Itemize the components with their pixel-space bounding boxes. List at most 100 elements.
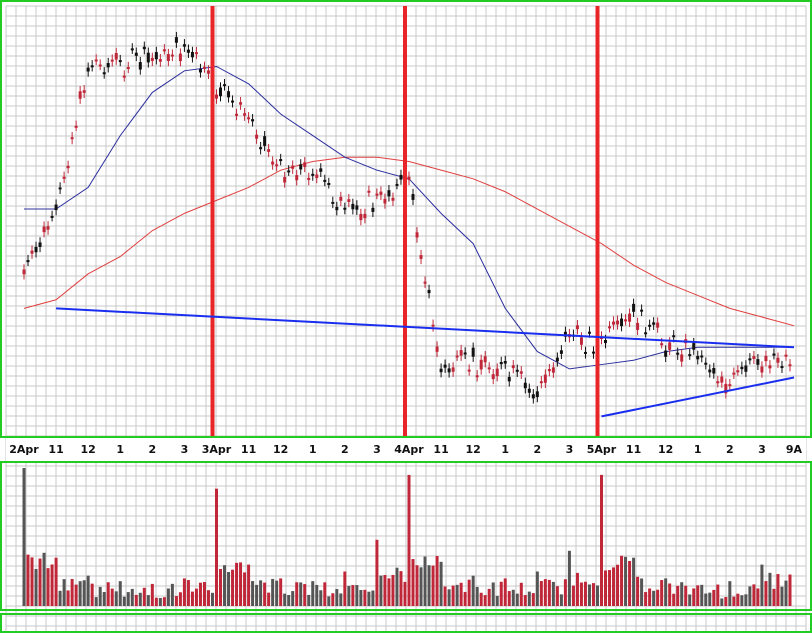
candle-body [383, 198, 387, 204]
candle-body [399, 174, 403, 180]
candle-body [98, 64, 102, 67]
candle-body [162, 49, 166, 52]
candle-body [624, 319, 628, 322]
volume-bar [684, 585, 688, 606]
candle-body [676, 352, 680, 355]
volume-bar [42, 552, 46, 606]
volume-bar [70, 579, 74, 606]
triangle-upper-line [56, 307, 795, 349]
volume-bar [46, 568, 50, 606]
volume-panel-frame [0, 461, 812, 611]
slow-moving-average-line [23, 156, 795, 327]
candle-body [515, 369, 519, 372]
volume-bar [423, 556, 427, 606]
volume-bar [227, 572, 231, 606]
candle-body [343, 207, 347, 210]
candle-body [227, 91, 231, 98]
volume-bar [343, 571, 347, 606]
candle-body [439, 368, 443, 373]
x-tick-label: 1 [501, 443, 509, 456]
volume-bar [471, 575, 475, 606]
candle-body [327, 182, 331, 185]
candle-body [459, 350, 463, 356]
candle-body [431, 324, 435, 327]
candle-body [142, 46, 146, 50]
volume-bar [435, 556, 439, 606]
volume-bar [263, 582, 267, 606]
volume-bar [94, 597, 98, 606]
x-tick-label: 2 [726, 443, 734, 456]
volume-bar [515, 593, 519, 606]
candle-body [451, 367, 455, 372]
candle-body [612, 321, 616, 325]
candle-body [34, 246, 38, 253]
candle-body [215, 94, 218, 99]
candle-body [367, 190, 371, 193]
volume-bar [676, 585, 680, 606]
volume-bar [259, 580, 263, 606]
volume-bar [198, 582, 202, 606]
candle-body [772, 353, 776, 356]
volume-bar [608, 570, 612, 606]
candle-body [82, 90, 86, 93]
volume-bar [202, 582, 206, 606]
candle-body [146, 52, 150, 63]
candle-body [94, 59, 98, 62]
candle-body [42, 226, 46, 233]
volume-bar [616, 564, 620, 606]
volume-bar [483, 595, 487, 606]
candle-body [122, 75, 126, 78]
candle-body [535, 391, 539, 398]
volume-bar [399, 571, 403, 606]
volume-bar [591, 583, 595, 606]
candle-body [543, 374, 547, 383]
volume-bar [760, 564, 764, 606]
candle-body [110, 59, 114, 62]
volume-bar [744, 594, 748, 606]
x-tick-label: 11 [48, 443, 63, 456]
volume-bar [648, 588, 652, 606]
candle-body [744, 365, 748, 372]
candle-body [391, 197, 395, 201]
candle-body [764, 355, 768, 362]
volume-bar [628, 560, 632, 606]
volume-bar [367, 591, 371, 606]
candle-body [728, 384, 732, 387]
volume-bar [231, 569, 235, 606]
candle-body [90, 65, 94, 68]
candle-body [279, 159, 283, 162]
candle-body [640, 309, 644, 312]
volume-bar [756, 588, 760, 606]
x-tick-label: 12 [466, 443, 481, 456]
candle-body [507, 376, 511, 382]
candle-body [712, 367, 716, 374]
x-tick-label: 4Apr [394, 443, 424, 456]
volume-bar [331, 593, 335, 606]
volume-bar [519, 582, 523, 606]
candle-body [668, 342, 672, 350]
candle-body [375, 193, 379, 196]
candle-body [202, 66, 206, 69]
candle-body [768, 365, 772, 369]
candle-body [435, 346, 439, 352]
candle-body [295, 175, 299, 181]
volume-bar [696, 585, 700, 606]
candle-body [511, 365, 515, 369]
volume-bar [600, 474, 603, 606]
candle-body [720, 376, 724, 383]
volume-bar [595, 585, 599, 606]
volume-bar [126, 592, 130, 606]
volume-bar [455, 584, 459, 606]
candle-body [331, 201, 335, 204]
volume-bar [784, 580, 788, 606]
volume-bar [275, 580, 279, 606]
candle-body [158, 59, 162, 62]
volume-bar [768, 572, 772, 606]
x-axis: 2Apr 11 12 1 2 3 3Apr 11 12 1 2 3 4Apr 11 12 1 2 3 5Apr 11 1… [6, 438, 806, 462]
candle-body [190, 51, 194, 58]
candle-body [616, 320, 620, 325]
volume-bar [624, 556, 628, 606]
volume-bar [403, 581, 407, 606]
volume-bar [788, 574, 792, 606]
